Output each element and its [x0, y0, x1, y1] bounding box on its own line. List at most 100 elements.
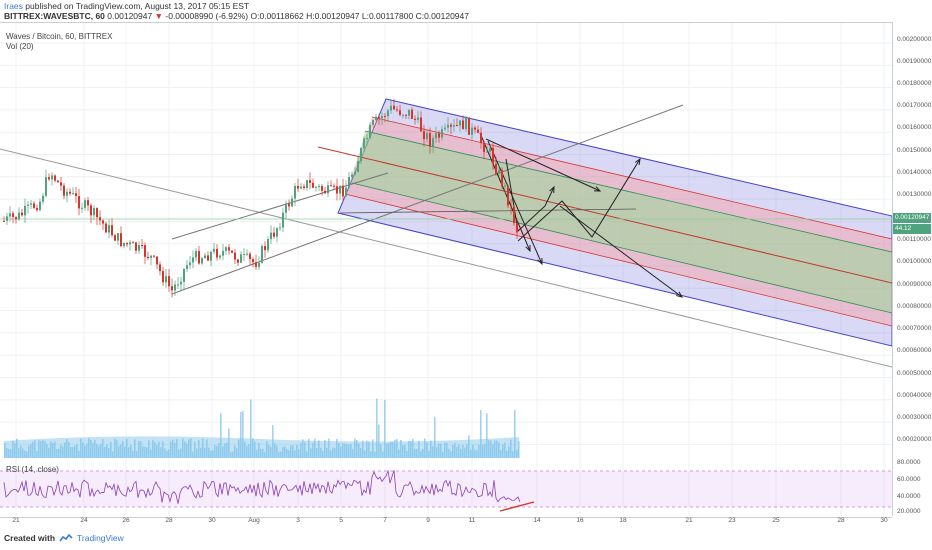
- candle-body: [396, 109, 398, 111]
- volume-bar: [234, 445, 236, 458]
- candle-body: [312, 182, 314, 188]
- volume-bar: [288, 450, 290, 458]
- chart-canvas[interactable]: Waves / Bitcoin, 60, BITTREX Vol (20) RS…: [0, 22, 892, 518]
- volume-bar: [110, 441, 112, 458]
- candle-body: [114, 235, 116, 241]
- current-price-badge: 0.00120947: [893, 213, 931, 223]
- volume-bar: [28, 445, 30, 458]
- price-tick: 0.00030000: [897, 414, 932, 421]
- trendline-up: [171, 104, 684, 295]
- candle-body: [507, 185, 509, 206]
- volume-bar: [304, 442, 306, 458]
- time-tick: 30: [208, 517, 216, 524]
- volume-bar: [294, 450, 296, 458]
- candle-body: [18, 212, 20, 220]
- candle-body: [342, 185, 344, 197]
- candle-body: [261, 246, 263, 263]
- tradingview-link[interactable]: TradingView: [77, 533, 124, 543]
- candle-body: [228, 247, 230, 251]
- publish-info: published on TradingView.com, August 13,…: [25, 1, 250, 11]
- candle-body: [117, 233, 119, 241]
- candle-body: [465, 117, 467, 130]
- candle-body: [213, 248, 215, 252]
- volume-bar: [192, 451, 194, 458]
- channel-inner-band: [352, 131, 892, 313]
- volume-bar: [14, 443, 16, 458]
- candle-body: [276, 228, 278, 237]
- volume-bar: [430, 440, 432, 458]
- candle-body: [417, 117, 419, 120]
- volume-bar: [144, 446, 146, 458]
- volume-bar: [16, 438, 18, 458]
- chart-svg[interactable]: [0, 23, 892, 517]
- volume-bar: [188, 439, 190, 458]
- candle-body: [150, 255, 152, 259]
- volume-bar: [454, 442, 456, 458]
- volume-bar: [436, 447, 438, 458]
- volume-bar: [250, 399, 252, 458]
- volume-bar: [388, 443, 390, 458]
- time-tick: 9: [426, 517, 430, 524]
- volume-bar: [384, 399, 386, 458]
- volume-bar: [62, 446, 64, 458]
- candle-body: [468, 117, 470, 135]
- candle-body: [108, 225, 110, 233]
- volume-bar: [498, 442, 500, 458]
- candle-body: [126, 242, 128, 245]
- candle-body: [501, 170, 503, 186]
- volume-bar: [198, 440, 200, 458]
- volume-bar: [216, 445, 218, 458]
- volume-ma-area: [4, 436, 519, 458]
- volume-bar: [426, 442, 428, 458]
- volume-bar: [160, 447, 162, 458]
- candle-body: [240, 254, 242, 263]
- time-tick: 28: [165, 517, 173, 524]
- volume-bar: [402, 445, 404, 458]
- candle-body: [54, 175, 56, 181]
- price-tick: 0.00160000: [897, 124, 932, 131]
- volume-bar: [242, 410, 244, 458]
- projection-arrow: [505, 158, 555, 232]
- candle-body: [180, 281, 182, 285]
- time-tick: 3: [296, 517, 300, 524]
- volume-bar: [238, 439, 240, 458]
- volume-bar: [102, 438, 104, 458]
- candle-body: [96, 208, 98, 218]
- author-link[interactable]: Iraes: [4, 1, 23, 11]
- volume-bar: [278, 451, 280, 458]
- volume-bar: [204, 447, 206, 458]
- candle-body: [225, 247, 227, 251]
- time-axis[interactable]: 21 24 26 28 30 Aug 3 5 7 9 11 14 16 18 2…: [0, 517, 892, 527]
- volume-bar: [404, 444, 406, 458]
- volume-bar: [224, 443, 226, 458]
- volume-bar: [178, 449, 180, 458]
- price-axis[interactable]: 0.00200000 0.00190000 0.00180000 0.00170…: [892, 22, 932, 516]
- volume-bar: [68, 441, 70, 458]
- volume-bar: [20, 445, 22, 458]
- volume-bar: [222, 446, 224, 458]
- volume-bar: [418, 440, 420, 458]
- candle-body: [168, 276, 170, 287]
- series-legend: Waves / Bitcoin, 60, BITTREX: [6, 32, 113, 41]
- volume-bar: [444, 442, 446, 458]
- volume-bar: [98, 445, 100, 458]
- candle-body: [222, 250, 224, 256]
- candle-body: [69, 191, 71, 194]
- candle-body: [402, 114, 404, 116]
- volume-bar: [168, 449, 170, 458]
- volume-bar: [508, 446, 510, 458]
- volume-bar: [166, 450, 168, 458]
- volume-bar: [510, 439, 512, 458]
- volume-bar: [46, 443, 48, 458]
- volume-bar: [518, 441, 520, 458]
- candle-body: [72, 193, 74, 195]
- volume-bar: [428, 450, 430, 458]
- arrow-head: [593, 186, 602, 192]
- volume-bar: [220, 413, 222, 458]
- candle-body: [375, 116, 377, 121]
- candle-body: [153, 255, 155, 257]
- created-with-label: Created with: [4, 533, 56, 543]
- volume-bar: [202, 438, 204, 458]
- volume-bar: [256, 449, 258, 458]
- volume-bar: [236, 448, 238, 458]
